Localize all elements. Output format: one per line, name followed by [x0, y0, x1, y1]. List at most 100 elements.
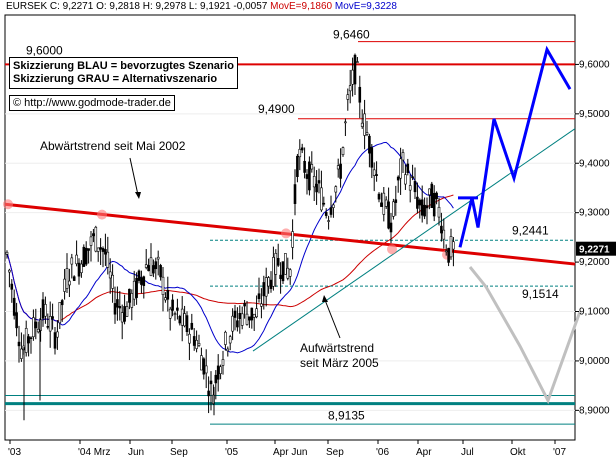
- y-tick-label: 9,3000: [579, 208, 610, 219]
- candle-body: [202, 358, 206, 375]
- candle-body: [394, 199, 398, 203]
- uptrend-arrowhead: [322, 295, 328, 302]
- y-tick-label: 9,1000: [579, 307, 610, 318]
- candle-body: [389, 222, 393, 233]
- level-label: 9,1514: [522, 287, 559, 301]
- candle-body: [291, 231, 294, 248]
- candle-body: [396, 176, 400, 181]
- candle-body: [207, 390, 210, 397]
- change-value: -0,0057: [233, 1, 268, 12]
- candle-body: [305, 174, 309, 179]
- candle-body: [140, 277, 143, 285]
- source-url: © http://www.godmode-trader.de: [9, 95, 175, 111]
- candle-body: [101, 248, 105, 252]
- candle-body: [164, 297, 167, 301]
- candle-body: [53, 332, 57, 349]
- candle-body: [262, 282, 266, 297]
- level-label: 9,2441: [512, 223, 549, 237]
- candle-body: [41, 299, 45, 319]
- candle-body: [296, 155, 299, 177]
- candle-body: [233, 310, 237, 318]
- candle-body: [276, 257, 280, 266]
- candle-body: [156, 256, 160, 260]
- candle-body: [113, 303, 117, 315]
- last-price-label: 9,2271: [579, 245, 610, 256]
- candle-body: [94, 226, 98, 252]
- candle-body: [286, 267, 290, 279]
- level-label: 9,6460: [333, 28, 370, 42]
- candle-body: [312, 175, 316, 188]
- candle-body: [17, 341, 21, 347]
- candle-body: [142, 276, 146, 286]
- candle-body: [274, 253, 278, 275]
- uptrend-label-1: Aufwärtstrend: [300, 341, 374, 355]
- x-tick-label: Sep: [326, 447, 344, 458]
- candle-body: [84, 247, 88, 265]
- candle-body: [370, 147, 374, 168]
- candle-body: [425, 205, 429, 209]
- candle-body: [130, 293, 134, 308]
- candle-body: [89, 236, 93, 246]
- x-tick-label: Jul: [461, 447, 474, 458]
- candle-body: [132, 280, 136, 300]
- candle-body: [123, 306, 126, 322]
- uptrend-line: [252, 128, 576, 352]
- candle-body: [401, 152, 405, 161]
- candle-body: [368, 135, 371, 154]
- x-tick-label: Okt: [510, 447, 526, 458]
- candle-body: [238, 312, 242, 320]
- x-tick-label: Apr Jun: [273, 447, 307, 458]
- candle-body: [377, 193, 381, 200]
- candle-body: [228, 336, 232, 344]
- trend-touch-marker: [281, 228, 291, 239]
- downtrend-label: Abwärtstrend seit Mai 2002: [40, 139, 186, 153]
- candle-body: [111, 274, 114, 289]
- candle-body: [77, 262, 81, 277]
- candle-body: [375, 174, 378, 176]
- candle-body: [435, 192, 438, 200]
- moving-averages: [6, 141, 454, 354]
- candle-body: [334, 186, 338, 193]
- last-price-box: [576, 241, 616, 256]
- candlesticks: [5, 53, 455, 421]
- candle-body: [5, 251, 9, 255]
- y-tick-label: 8,9000: [579, 405, 610, 416]
- candle-body: [32, 317, 35, 338]
- x-tick-label: Apr: [416, 447, 432, 458]
- candle-body: [360, 122, 364, 127]
- candle-body: [12, 297, 16, 316]
- candle-body: [29, 337, 33, 339]
- downtrend-arrowhead: [135, 192, 141, 199]
- candle-body: [176, 307, 179, 311]
- candle-body: [243, 303, 246, 307]
- candle-body: [298, 148, 302, 158]
- candle-body: [34, 321, 38, 329]
- candle-body: [250, 307, 254, 321]
- candle-body: [264, 277, 268, 297]
- candle-body: [188, 333, 191, 344]
- candle-body: [154, 261, 158, 270]
- candle-body: [128, 288, 131, 303]
- candle-body: [447, 247, 450, 263]
- candle-body: [341, 147, 345, 155]
- candle-body: [317, 180, 321, 184]
- candle-body: [15, 312, 18, 329]
- candle-body: [324, 212, 328, 216]
- y-tick-label: 9,2000: [579, 257, 610, 268]
- candle-body: [420, 199, 424, 216]
- x-tick-label: '03: [8, 447, 21, 458]
- candle-body: [82, 246, 86, 267]
- candle-body: [180, 308, 184, 326]
- moving-average-fast: [6, 141, 454, 354]
- candle-body: [36, 328, 40, 333]
- candle-body: [284, 253, 287, 275]
- candle-body: [171, 299, 174, 311]
- candle-body: [428, 188, 431, 196]
- x-tick-label: Sep: [170, 447, 188, 458]
- candle-body: [231, 315, 234, 332]
- candle-body: [351, 69, 354, 85]
- header-bar: [0, 0, 616, 14]
- candle-body: [63, 278, 66, 292]
- candle-body: [168, 308, 172, 319]
- candle-body: [440, 225, 443, 234]
